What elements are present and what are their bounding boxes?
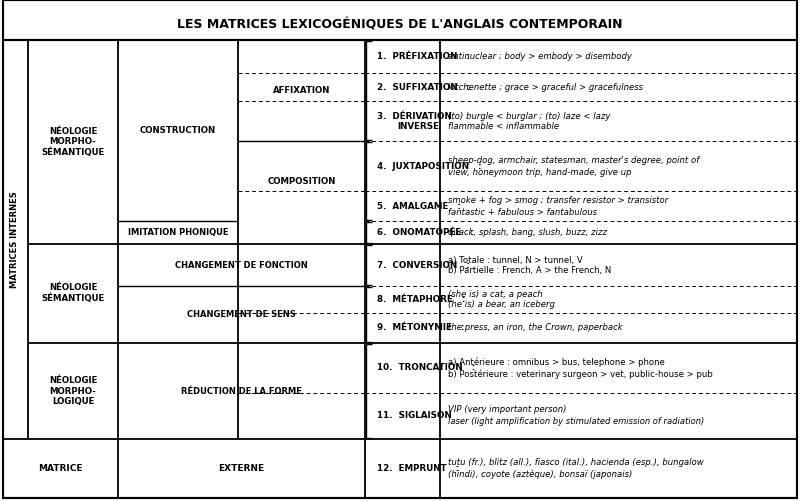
Text: NÉOLOGIE
MORPHO-
SÉMANTIQUE: NÉOLOGIE MORPHO- SÉMANTIQUE	[42, 127, 105, 157]
Text: 2.  SUFFIXATION   :: 2. SUFFIXATION :	[377, 83, 470, 92]
Text: CONSTRUCTION: CONSTRUCTION	[140, 126, 216, 135]
Text: 5.  AMALGAME   :: 5. AMALGAME :	[377, 201, 461, 210]
Text: fantastic + fabulous > fantabulous: fantastic + fabulous > fantabulous	[448, 207, 597, 216]
Text: MATRICE: MATRICE	[38, 464, 82, 473]
Text: (she is) a cat, a peach: (she is) a cat, a peach	[448, 290, 542, 299]
Text: COMPOSITION: COMPOSITION	[267, 176, 336, 185]
Text: antinuclear ; body > embody > disembody: antinuclear ; body > embody > disembody	[448, 52, 632, 61]
Text: (he is) a bear, an iceberg: (he is) a bear, an iceberg	[448, 300, 555, 309]
Text: LES MATRICES LEXICOGÉNIQUES DE L'ANGLAIS CONTEMPORAIN: LES MATRICES LEXICOGÉNIQUES DE L'ANGLAIS…	[178, 19, 622, 32]
Text: CHANGEMENT DE SENS: CHANGEMENT DE SENS	[187, 310, 296, 319]
Text: 4.  JUXTAPOSITION   :: 4. JUXTAPOSITION :	[377, 161, 482, 170]
Text: (to) burgle < burglar ; (to) laze < lazy: (to) burgle < burglar ; (to) laze < lazy	[448, 112, 610, 121]
Text: a) Totale : tunnel, N > tunnel, V: a) Totale : tunnel, N > tunnel, V	[448, 256, 582, 265]
Text: tutu (fr.), blitz (all.), fiasco (ital.), hacienda (esp.), bungalow: tutu (fr.), blitz (all.), fiasco (ital.)…	[448, 458, 704, 467]
Text: a) Antérieure : omnibus > bus, telephone > phone: a) Antérieure : omnibus > bus, telephone…	[448, 357, 665, 367]
Text: sheep-dog, armchair, statesman, master's degree, point of: sheep-dog, armchair, statesman, master's…	[448, 155, 699, 164]
Text: AFFIXATION: AFFIXATION	[273, 86, 330, 95]
Text: laser (light amplification by stimulated emission of radiation): laser (light amplification by stimulated…	[448, 417, 704, 426]
Text: INVERSE: INVERSE	[397, 122, 439, 130]
Text: MATRICES INTERNES: MATRICES INTERNES	[10, 191, 19, 288]
Text: EXTERNE: EXTERNE	[218, 464, 265, 473]
Text: 7.  CONVERSION   :: 7. CONVERSION :	[377, 261, 470, 270]
Text: 3.  DÉRIVATION: 3. DÉRIVATION	[377, 112, 452, 121]
Text: NÉOLOGIE
MORPHO-
LOGIQUE: NÉOLOGIE MORPHO- LOGIQUE	[49, 376, 97, 406]
Text: 1.  PRÉFIXATION   :: 1. PRÉFIXATION :	[377, 52, 470, 61]
Text: IMITATION PHONIQUE: IMITATION PHONIQUE	[128, 228, 228, 237]
Text: flammable < inflammable: flammable < inflammable	[448, 122, 559, 130]
Text: CHANGEMENT DE FONCTION: CHANGEMENT DE FONCTION	[175, 261, 308, 270]
Text: 10.  TRONCATION   :: 10. TRONCATION :	[377, 364, 475, 373]
Text: RÉDUCTION DE LA FORME: RÉDUCTION DE LA FORME	[181, 386, 302, 395]
Text: view, honeymoon trip, hand-made, give up: view, honeymoon trip, hand-made, give up	[448, 167, 631, 176]
Text: 6.  ONOMATOPÉE   :: 6. ONOMATOPÉE :	[377, 228, 474, 237]
Text: 9.  MÉTONYMIE   :: 9. MÉTONYMIE :	[377, 324, 465, 333]
Text: quack, splash, bang, slush, buzz, zizz: quack, splash, bang, slush, buzz, zizz	[448, 228, 607, 237]
Text: NÉOLOGIE
SÉMANTIQUE: NÉOLOGIE SÉMANTIQUE	[42, 284, 105, 304]
Text: VIP (very important person): VIP (very important person)	[448, 405, 566, 414]
Text: b) Postérieure : veterinary surgeon > vet, public-house > pub: b) Postérieure : veterinary surgeon > ve…	[448, 369, 713, 379]
Text: the press, an iron, the Crown, paperback: the press, an iron, the Crown, paperback	[448, 324, 622, 333]
Text: b) Partielle : French, A > the French, N: b) Partielle : French, A > the French, N	[448, 266, 611, 275]
Text: 11.  SIGLAISON: 11. SIGLAISON	[377, 411, 452, 420]
Text: 12.  EMPRUNT   :: 12. EMPRUNT :	[377, 464, 459, 473]
Text: smoke + fog > smog ; transfer resistor > transistor: smoke + fog > smog ; transfer resistor >…	[448, 195, 668, 204]
Text: 8.  MÉTAPHORE   :: 8. MÉTAPHORE :	[377, 295, 466, 304]
Text: kitchenette ; grace > graceful > gracefulness: kitchenette ; grace > graceful > gracefu…	[448, 83, 643, 92]
Text: (hindi), coyote (aztèque), bonsaï (japonais): (hindi), coyote (aztèque), bonsaï (japon…	[448, 470, 632, 479]
